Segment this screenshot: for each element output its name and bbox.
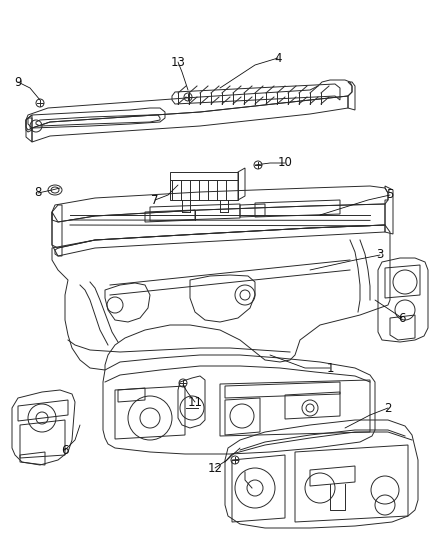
Text: 12: 12 <box>208 462 223 474</box>
Text: 6: 6 <box>398 311 406 325</box>
Text: 1: 1 <box>326 361 334 375</box>
Text: 7: 7 <box>151 193 159 206</box>
Text: 9: 9 <box>14 76 22 88</box>
Text: 10: 10 <box>278 157 293 169</box>
Text: 13: 13 <box>170 55 185 69</box>
Text: 5: 5 <box>386 189 394 201</box>
Text: 11: 11 <box>187 395 202 408</box>
Text: 2: 2 <box>384 401 392 415</box>
Text: 3: 3 <box>376 248 384 262</box>
Text: 6: 6 <box>61 443 69 456</box>
Text: 4: 4 <box>274 52 282 64</box>
Text: 8: 8 <box>34 187 42 199</box>
